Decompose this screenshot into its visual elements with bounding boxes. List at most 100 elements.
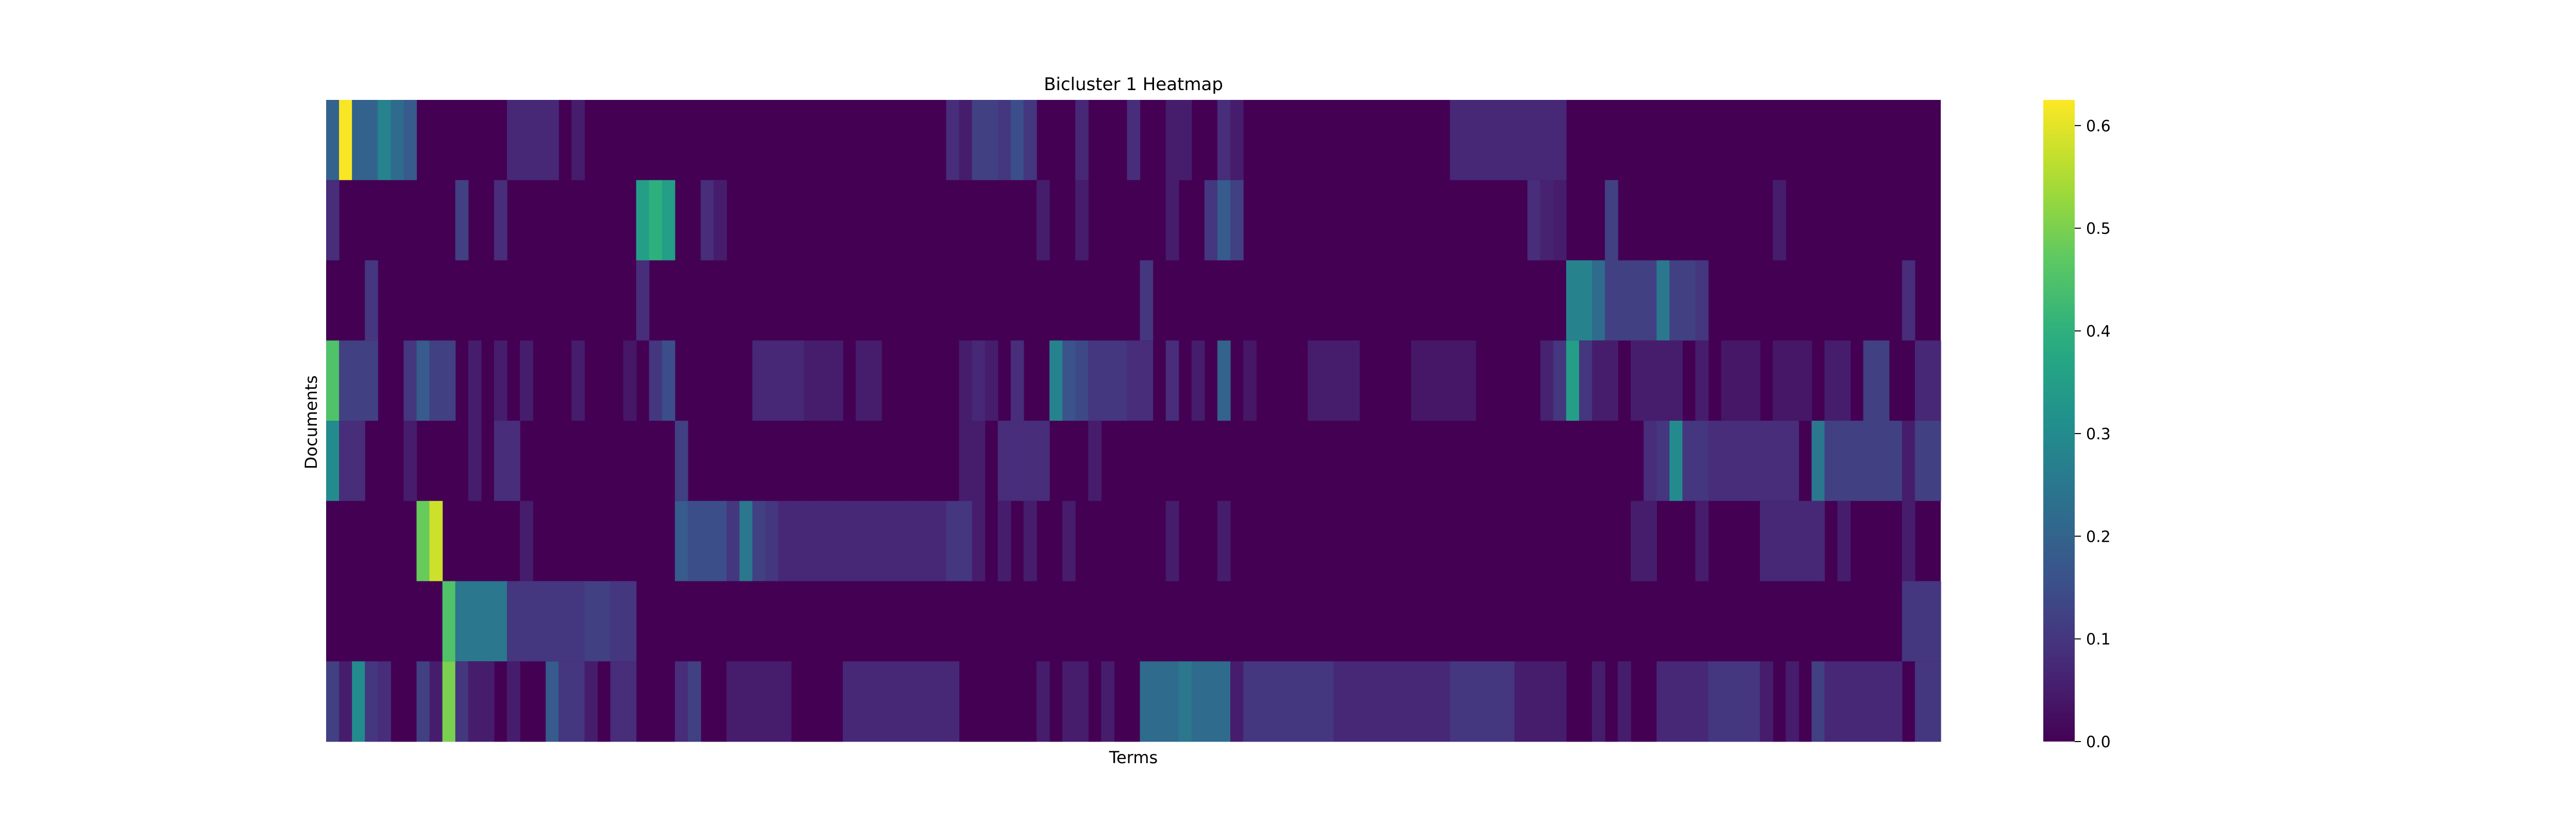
heatmap-cell [1191,661,1205,742]
heatmap-cell [1476,100,1489,181]
heatmap-cell [1747,661,1760,742]
colorbar-tick-label: 0.4 [2086,323,2111,341]
heatmap-cell [1811,421,1825,502]
heatmap-cell [765,501,779,581]
heatmap-cell [674,661,688,742]
heatmap-cell [494,340,507,421]
heatmap-cell [416,661,430,742]
heatmap-cell [1876,421,1890,502]
colorbar-tick-label: 0.6 [2086,117,2111,135]
heatmap-cell [365,100,378,181]
heatmap-cell [1643,340,1657,421]
heatmap-cell [1876,661,1890,742]
heatmap-cell [416,501,430,581]
heatmap-cell [1889,661,1903,742]
heatmap-cell [959,340,973,421]
heatmap-cell [339,100,352,181]
heatmap-cell [636,180,650,261]
heatmap-cell [1230,180,1244,261]
heatmap-cell [765,340,779,421]
heatmap-cell [1178,661,1192,742]
heatmap-cell [972,421,986,502]
heatmap-cell [339,421,352,502]
heatmap-cell [855,661,869,742]
heatmap-cell [391,100,404,181]
heatmap-cell [1759,501,1773,581]
heatmap-cell [972,501,986,581]
heatmap-cell [1811,661,1825,742]
heatmap-cell [1695,501,1709,581]
heatmap-cell [1889,421,1903,502]
heatmap-cell [326,340,340,421]
heatmap-cell [494,581,507,662]
heatmap-cell [1863,340,1877,421]
heatmap-cell [1062,501,1076,581]
heatmap-cell [1010,100,1024,181]
heatmap-cell [907,501,921,581]
heatmap-cell [1424,661,1437,742]
heatmap-cell [1127,340,1141,421]
heatmap-cell [1914,661,1928,742]
heatmap-cell [829,340,843,421]
heatmap-cell [714,180,727,261]
heatmap-cells [326,100,1941,742]
heatmap-cell [1773,501,1786,581]
heatmap-cell [623,661,637,742]
heatmap-cell [1631,501,1644,581]
heatmap-cell [1759,661,1773,742]
heatmap-cell [1927,340,1941,421]
heatmap-cell [1346,661,1360,742]
heatmap-cell [494,180,507,261]
heatmap-cell [1165,661,1179,742]
heatmap-cell [1631,260,1644,341]
heatmap-cell [1553,180,1567,261]
heatmap-cell [1540,661,1554,742]
heatmap-cell [1372,661,1386,742]
heatmap-cell [1075,100,1089,181]
colorbar-tick-label: 0.1 [2086,631,2111,649]
heatmap-cell [1450,340,1463,421]
heatmap-cell [365,661,378,742]
heatmap-cell [429,501,443,581]
heatmap-cell [1217,340,1231,421]
heatmap-cell [1708,421,1722,502]
heatmap-cell [1631,340,1644,421]
heatmap-cell [546,581,559,662]
heatmap-cell [701,180,714,261]
heatmap-cell [1411,661,1425,742]
heatmap-cell [1902,260,1916,341]
heatmap-cell [997,421,1011,502]
heatmap-cell [1656,260,1670,341]
heatmap-cell [1075,340,1089,421]
heatmap-cell [1191,340,1205,421]
heatmap-cell [571,581,585,662]
heatmap-cell [1178,100,1192,181]
heatmap-cell [1579,340,1592,421]
heatmap-cell [1114,340,1128,421]
heatmap-cell [1153,661,1166,742]
heatmap-cell [416,340,430,421]
heatmap-cell [1605,260,1618,341]
heatmap-cell [1553,100,1567,181]
heatmap-cell [882,501,895,581]
heatmap-cell [997,100,1011,181]
heatmap-cell [972,340,986,421]
heatmap-cell [1346,340,1360,421]
heatmap-cell [481,661,495,742]
heatmap-cell [326,661,340,742]
heatmap-cell [739,661,753,742]
heatmap-cell [455,581,469,662]
heatmap-cell [1463,100,1477,181]
heatmap-cell [455,180,469,261]
heatmap-cell [1682,421,1696,502]
heatmap-cell [869,501,882,581]
heatmap-cell [739,501,753,581]
heatmap-cell [1759,421,1773,502]
colorbar-tick-label: 0.5 [2086,220,2111,238]
heatmap-cell [1914,340,1928,421]
heatmap-cell [326,100,340,181]
heatmap-cell [507,661,520,742]
heatmap-cell [1824,421,1838,502]
heatmap-cell [481,581,495,662]
